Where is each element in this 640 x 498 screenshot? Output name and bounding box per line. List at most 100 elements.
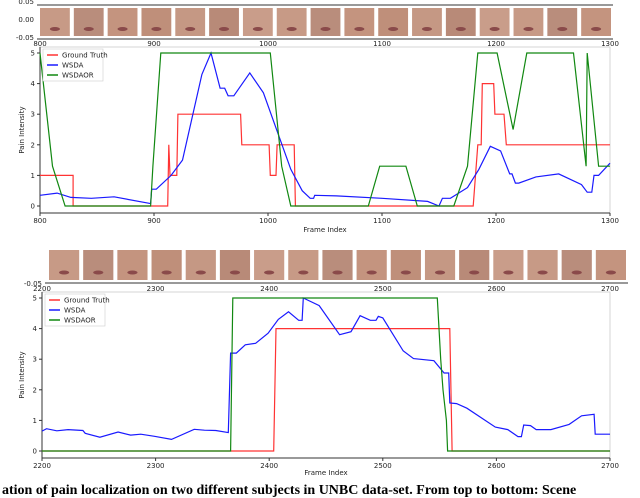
x-tick-label: 1100 xyxy=(373,217,391,225)
face-mouth xyxy=(286,27,297,31)
face-mouth xyxy=(83,27,94,31)
face-thumbnail xyxy=(141,8,172,36)
y-tick-label: 3 xyxy=(33,356,37,364)
face-mouth xyxy=(161,270,172,275)
strip-x-tick-label: 1300 xyxy=(601,40,619,48)
face-thumbnail xyxy=(412,8,442,36)
strip-x-tick-label: 800 xyxy=(33,40,46,48)
x-tick-label: 1200 xyxy=(487,217,505,225)
face-mouth xyxy=(252,27,263,31)
face-mouth xyxy=(537,270,548,275)
face-thumbnail xyxy=(151,250,182,280)
y-axis-label: Pain Intensity xyxy=(18,351,26,398)
face-thumbnail xyxy=(209,8,239,36)
y-tick-label: 4 xyxy=(33,325,38,333)
strip-x-tick-label: 2400 xyxy=(260,285,278,293)
face-thumbnail xyxy=(310,8,341,36)
x-tick-label: 900 xyxy=(147,217,160,225)
legend-label: WSDA xyxy=(64,307,86,315)
face-thumbnail xyxy=(561,250,592,280)
face-thumbnail xyxy=(595,250,626,280)
x-tick-label: 2300 xyxy=(147,462,165,470)
face-thumbnail xyxy=(107,8,138,36)
face-mouth xyxy=(127,270,138,275)
face-mouth xyxy=(117,27,128,31)
face-thumbnail xyxy=(493,250,524,280)
face-thumbnail xyxy=(117,250,148,280)
face-thumbnail xyxy=(513,8,544,36)
face-mouth xyxy=(489,27,500,31)
strip-x-tick-label: 2300 xyxy=(147,285,165,293)
face-thumbnail xyxy=(378,8,409,36)
legend-label: WSDAOR xyxy=(64,317,96,325)
face-mouth xyxy=(229,270,241,275)
x-tick-label: 2700 xyxy=(601,462,619,470)
face-mouth xyxy=(605,270,617,275)
series-line-ground-truth xyxy=(40,82,610,207)
y-tick-label: 1 xyxy=(31,172,35,180)
face-mouth xyxy=(332,270,343,275)
face-mouth xyxy=(503,270,514,275)
face-thumbnail xyxy=(527,250,558,280)
face-mouth xyxy=(354,27,365,31)
face-mouth xyxy=(218,27,230,31)
face-thumbnail xyxy=(479,8,510,36)
face-mouth xyxy=(185,27,196,31)
x-axis-label: Frame Index xyxy=(304,469,347,477)
series-line-wsda xyxy=(41,297,610,441)
x-tick-label: 2500 xyxy=(374,462,392,470)
strip-x-tick-label: 2700 xyxy=(601,285,619,293)
face-mouth xyxy=(195,270,206,275)
face-mouth xyxy=(49,27,60,31)
face-thumbnail xyxy=(547,8,578,36)
x-tick-label: 2600 xyxy=(487,462,505,470)
face-mouth xyxy=(58,270,70,275)
face-thumbnail xyxy=(390,250,421,280)
face-mouth xyxy=(455,27,466,31)
face-mouth xyxy=(298,270,309,275)
face-thumbnail xyxy=(73,8,104,36)
face-mouth xyxy=(400,270,411,275)
y-tick-label: 4 xyxy=(31,80,36,88)
strip-y-tick-label: -0.05 xyxy=(16,34,34,42)
face-mouth xyxy=(434,270,446,275)
face-thumbnail xyxy=(322,250,353,280)
series-line-wsdaor xyxy=(39,52,610,207)
face-thumbnail xyxy=(424,250,456,280)
face-thumbnail xyxy=(254,250,285,280)
face-thumbnail xyxy=(185,250,216,280)
face-thumbnail xyxy=(40,8,70,36)
face-thumbnail xyxy=(581,8,611,36)
face-mouth xyxy=(469,270,480,275)
figure-caption: ation of pain localization on two differ… xyxy=(2,483,576,498)
face-thumbnail xyxy=(445,8,476,36)
face-mouth xyxy=(388,27,399,31)
plot-frame xyxy=(39,46,611,214)
face-mouth xyxy=(523,27,534,31)
x-tick-label: 1000 xyxy=(259,217,277,225)
y-tick-label: 3 xyxy=(31,111,35,119)
face-thumbnail xyxy=(276,8,307,36)
face-mouth xyxy=(591,27,602,31)
strip-x-tick-label: 2600 xyxy=(487,285,505,293)
strip-x-tick-label: 1000 xyxy=(259,40,277,48)
face-thumbnail xyxy=(49,250,80,280)
face-thumbnail xyxy=(356,250,387,280)
strip-x-tick-label: 900 xyxy=(147,40,160,48)
y-tick-label: 0 xyxy=(33,448,37,456)
legend-label: WSDA xyxy=(62,62,84,70)
face-mouth xyxy=(421,27,433,31)
face-mouth xyxy=(93,270,104,275)
x-tick-label: 800 xyxy=(33,217,46,225)
x-tick-label: 2200 xyxy=(33,462,51,470)
strip-y-tick-label: -0.05 xyxy=(24,280,42,288)
face-mouth xyxy=(320,27,331,31)
face-mouth xyxy=(264,270,275,275)
face-thumbnail xyxy=(83,250,114,280)
x-tick-label: 1300 xyxy=(601,217,619,225)
series-line-wsdaor xyxy=(42,297,610,452)
face-mouth xyxy=(571,270,582,275)
strip-y-tick-label: 0.00 xyxy=(18,16,34,24)
